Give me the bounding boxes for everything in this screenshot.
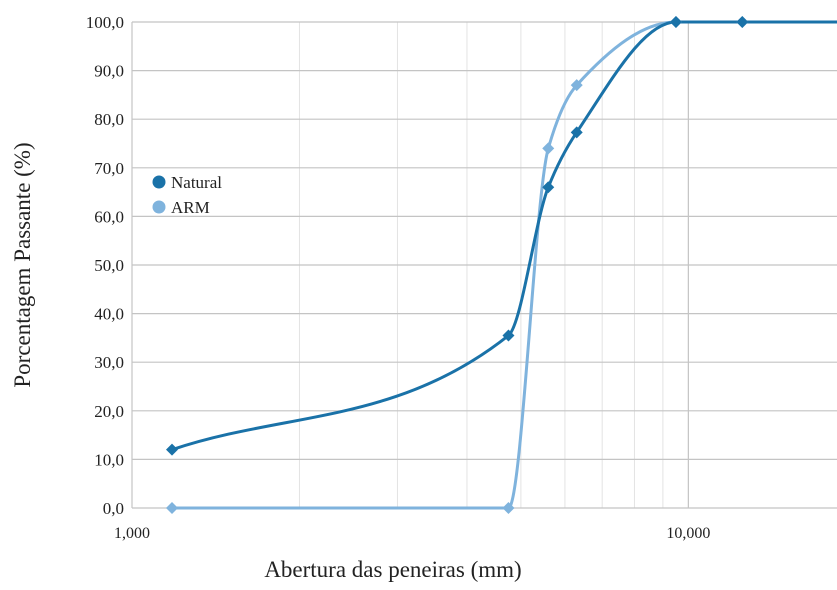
y-tick-label: 40,0 <box>94 305 124 324</box>
y-tick-label: 80,0 <box>94 110 124 129</box>
y-tick-label: 90,0 <box>94 62 124 81</box>
y-tick-label: 50,0 <box>94 256 124 275</box>
y-tick-labels: 0,0 10,0 20,0 30,0 40,0 50,0 60,0 70,0 80,0 90,0 1… <box>86 13 124 518</box>
data-point-arm <box>570 79 583 92</box>
x-axis-title: Abertura das peneiras (mm) <box>264 557 521 582</box>
legend-label-arm: ARM <box>171 198 210 217</box>
data-point-arm <box>542 142 555 155</box>
legend-marker-natural <box>152 175 166 189</box>
data-point-natural <box>736 16 749 28</box>
y-tick-label: 20,0 <box>94 402 124 421</box>
x-tick-labels: 1,000 10,000 <box>114 525 710 542</box>
y-tick-label: 70,0 <box>94 159 124 178</box>
data-point-arm <box>165 502 178 514</box>
series-markers <box>165 16 749 514</box>
data-point-natural <box>542 181 555 194</box>
data-point-natural <box>570 126 583 139</box>
y-tick-label: 0,0 <box>103 499 124 518</box>
y-tick-label: 10,0 <box>94 450 124 469</box>
legend-marker-arm <box>152 200 166 214</box>
data-point-arm <box>502 502 515 514</box>
series-line-natural <box>171 20 837 452</box>
y-tick-label: 60,0 <box>94 207 124 226</box>
x-tick-label: 10,000 <box>666 525 710 542</box>
grid <box>131 21 837 509</box>
y-tick-label: 30,0 <box>94 353 124 372</box>
data-point-natural <box>669 16 682 28</box>
y-tick-label: 100,0 <box>86 13 124 32</box>
data-point-natural <box>165 443 178 456</box>
data-point-natural <box>502 329 515 342</box>
legend-label-natural: Natural <box>171 173 222 192</box>
x-tick-label: 1,000 <box>114 525 150 542</box>
legend: Natural ARM <box>152 173 222 217</box>
y-axis-title: Porcentagem Passante (%) <box>10 142 35 387</box>
